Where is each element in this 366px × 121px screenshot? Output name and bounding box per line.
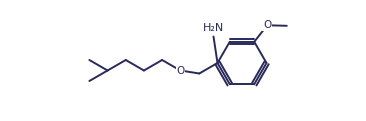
Text: H₂N: H₂N xyxy=(203,23,224,33)
Text: O: O xyxy=(263,20,271,30)
Text: O: O xyxy=(176,65,184,76)
